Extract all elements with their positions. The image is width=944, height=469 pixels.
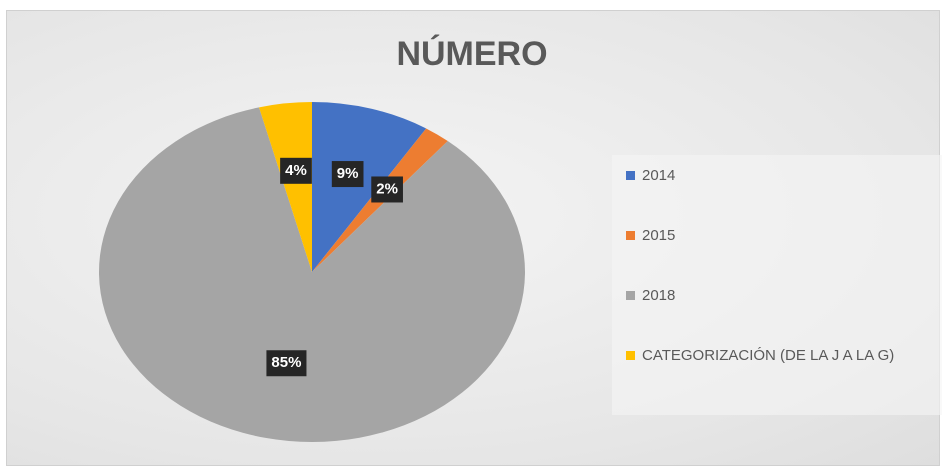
data-label: 4% — [280, 157, 312, 184]
legend-item: 2018 — [626, 285, 938, 306]
pie-slice — [312, 102, 427, 272]
data-label-box — [280, 157, 312, 184]
legend-label: 2014 — [642, 167, 676, 184]
data-label-text: 85% — [271, 354, 301, 371]
data-label: 2% — [371, 176, 403, 203]
data-label-box — [331, 161, 364, 188]
data-label: 9% — [331, 161, 364, 188]
legend-swatch — [626, 351, 635, 360]
legend-swatch — [626, 231, 635, 240]
data-label-box — [371, 176, 403, 203]
legend-item: CATEGORIZACIÓN (DE LA J A LA G) — [626, 345, 938, 366]
legend-item: 2015 — [626, 225, 938, 246]
pie-slice — [259, 102, 312, 272]
legend-label: CATEGORIZACIÓN (DE LA J A LA G) — [642, 347, 895, 364]
legend: 2014 2015 2018 CATEGORIZACIÓN (DE LA J A LA… — [612, 155, 942, 415]
legend-item: 2014 — [626, 165, 938, 186]
data-label: 85% — [266, 350, 307, 377]
data-label-text: 2% — [376, 180, 398, 197]
data-label-text: 4% — [285, 162, 307, 179]
data-label-box — [266, 350, 307, 377]
chart-title: NÚMERO — [396, 35, 547, 73]
legend-swatch — [626, 291, 635, 300]
legend-swatch — [626, 171, 635, 180]
legend-label: 2015 — [642, 227, 676, 244]
pie-slice — [98, 107, 526, 443]
legend-label: 2018 — [642, 287, 676, 304]
data-label-text: 9% — [337, 165, 359, 182]
